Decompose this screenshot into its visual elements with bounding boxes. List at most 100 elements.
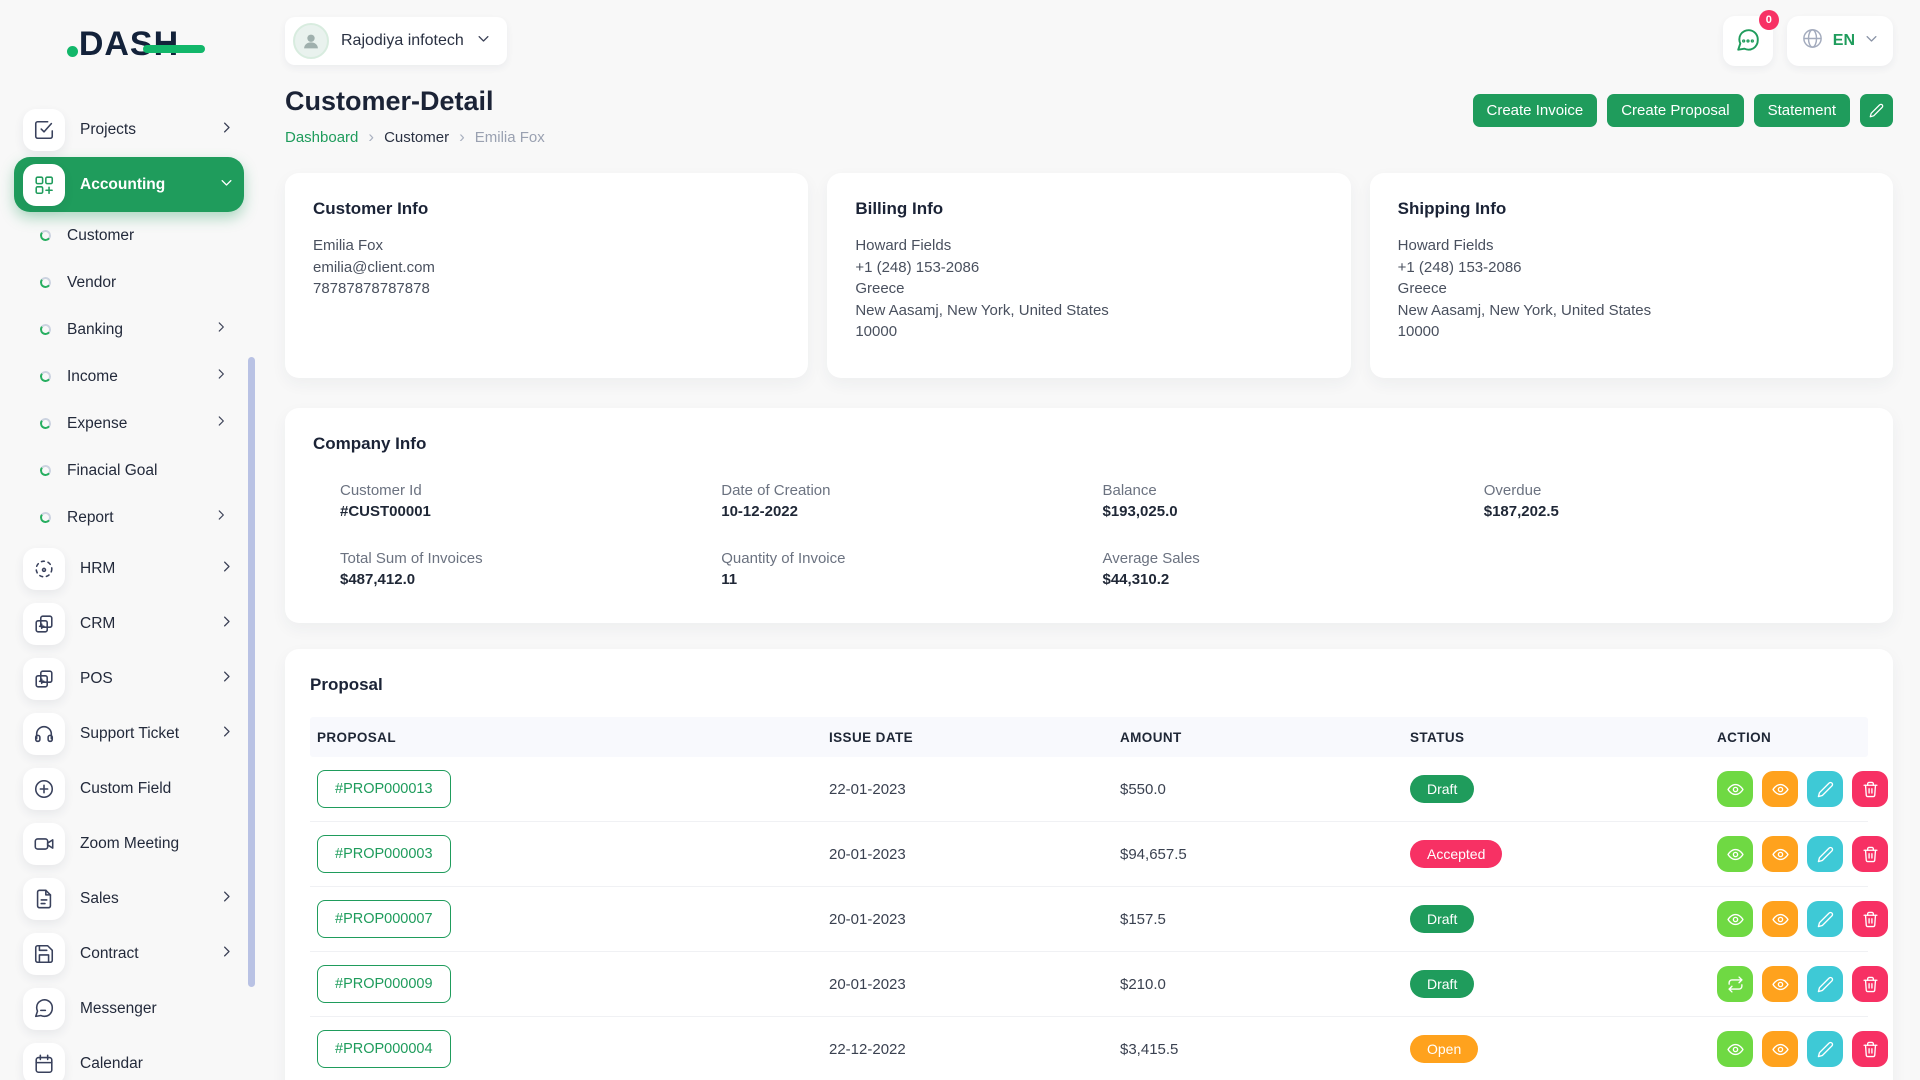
eye-action-button[interactable]: [1762, 901, 1798, 937]
sidebar-item[interactable]: POS: [14, 651, 244, 706]
sidebar-item[interactable]: Zoom Meeting: [14, 816, 244, 871]
sidebar-subitem[interactable]: Customer: [14, 212, 244, 259]
eye-action-button[interactable]: [1717, 771, 1753, 807]
breadcrumb-separator: ›: [459, 127, 465, 146]
checkbox-icon: [23, 108, 65, 151]
info-line: Emilia Fox: [313, 237, 384, 254]
eye-icon: [1772, 781, 1789, 798]
trash-icon: [1862, 911, 1879, 928]
create-invoice-button[interactable]: Create Invoice: [1472, 94, 1598, 127]
chevron-right-icon: [214, 414, 228, 433]
sidebar-subitem[interactable]: Finacial Goal: [14, 447, 244, 494]
pencil-action-button[interactable]: [1807, 836, 1843, 872]
sidebar-subitem-label: Vendor: [67, 273, 117, 291]
eye-action-button[interactable]: [1762, 836, 1798, 872]
eye-action-button[interactable]: [1717, 1031, 1753, 1067]
breadcrumb-item[interactable]: Customer: [384, 128, 450, 146]
trash-icon: [1862, 846, 1879, 863]
sidebar-subitem[interactable]: Banking: [14, 306, 244, 353]
customer-info-card: Customer Info Emilia Fox emilia@client.co…: [285, 173, 809, 378]
eye-action-button[interactable]: [1762, 966, 1798, 1002]
sidebar-item[interactable]: Calendar: [14, 1036, 244, 1080]
chevron-icon: [219, 120, 234, 140]
sidebar-item[interactable]: Accounting: [14, 157, 244, 212]
statement-button[interactable]: Statement: [1753, 94, 1850, 127]
pencil-action-button[interactable]: [1807, 901, 1843, 937]
field-label: Average Sales: [1102, 550, 1200, 567]
info-line: Howard Fields: [1397, 237, 1494, 254]
avatar: [293, 23, 329, 59]
sidebar-item[interactable]: Sales: [14, 871, 244, 926]
edit-customer-button[interactable]: [1860, 94, 1893, 127]
breadcrumb-separator: ›: [368, 127, 375, 146]
trash-icon: [1862, 976, 1879, 993]
breadcrumb-item[interactable]: Dashboard: [285, 128, 359, 146]
column-header: ISSUE DATE: [829, 729, 914, 745]
eye-icon: [1727, 846, 1744, 863]
proposal-id-button[interactable]: #PROP000003: [317, 835, 451, 873]
app-logo[interactable]: DASH: [0, 14, 258, 74]
table-row: #PROP000009 20-01-2023 $210.0 Draft: [310, 952, 1888, 1017]
sidebar: DASH Projects Accounting Customer Vendor…: [0, 0, 258, 1080]
card-title: Company Info: [313, 434, 427, 453]
create-proposal-button[interactable]: Create Proposal: [1607, 94, 1744, 127]
chevron-icon: [219, 669, 234, 689]
sidebar-item[interactable]: Projects: [14, 102, 244, 157]
row-actions: [1717, 836, 1888, 872]
info-line: +1 (248) 153-2086: [1397, 258, 1522, 276]
amount-cell: $210.0: [1120, 975, 1166, 993]
sidebar-item[interactable]: HRM: [14, 541, 244, 596]
sidebar-item[interactable]: Contract: [14, 926, 244, 981]
table-row: #PROP000003 20-01-2023 $94,657.5 Accepte…: [310, 822, 1888, 887]
sidebar-subitem[interactable]: Income: [14, 353, 244, 400]
eye-action-button[interactable]: [1762, 1031, 1798, 1067]
bullet-icon: [39, 370, 52, 383]
trash-action-button[interactable]: [1852, 836, 1888, 872]
proposal-id-button[interactable]: #PROP000009: [317, 965, 451, 1003]
sidebar-subitem-label: Income: [67, 367, 118, 385]
pencil-icon: [1817, 911, 1834, 928]
crm-icon: [23, 602, 65, 645]
info-line: 10000: [855, 323, 898, 340]
proposal-id-button[interactable]: #PROP000007: [317, 900, 451, 938]
language-selector[interactable]: EN: [1786, 16, 1893, 66]
pencil-action-button[interactable]: [1807, 966, 1843, 1002]
chevron-right-icon: [214, 508, 228, 527]
issue-date-cell: 22-12-2022: [829, 1040, 906, 1058]
proposal-id-button[interactable]: #PROP000013: [317, 770, 451, 808]
eye-action-button[interactable]: [1717, 901, 1753, 937]
trash-action-button[interactable]: [1852, 771, 1888, 807]
sidebar-item[interactable]: CRM: [14, 596, 244, 651]
chat-badge: 0: [1758, 10, 1779, 30]
sidebar-subitem[interactable]: Expense: [14, 400, 244, 447]
sidebar-item-label: POS: [80, 669, 113, 687]
sidebar-item[interactable]: Messenger: [14, 981, 244, 1036]
action-buttons-host: Create Invoice Create Proposal Statement: [1472, 94, 1850, 127]
breadcrumb: Dashboard › Customer › Emilia Fox: [285, 127, 545, 147]
sidebar-subitem[interactable]: Vendor: [14, 259, 244, 306]
eye-action-button[interactable]: [1717, 836, 1753, 872]
messages-button[interactable]: 0: [1722, 10, 1779, 66]
trash-action-button[interactable]: [1852, 1031, 1888, 1067]
trash-action-button[interactable]: [1852, 966, 1888, 1002]
chat-bubble-icon: [1735, 28, 1761, 54]
amount-cell: $550.0: [1120, 780, 1166, 798]
sidebar-subitem[interactable]: Report: [14, 494, 244, 541]
sidebar-item[interactable]: Custom Field: [14, 761, 244, 816]
sidebar-nav: Projects Accounting Customer Vendor Bank…: [0, 102, 258, 1080]
sidebar-item[interactable]: Support Ticket: [14, 706, 244, 761]
info-line: New Aasamj, New York, United States: [855, 301, 1109, 319]
trash-action-button[interactable]: [1852, 901, 1888, 937]
proposal-title: Proposal: [310, 675, 383, 694]
card-title: Shipping Info: [1397, 199, 1507, 218]
sidebar-scrollbar[interactable]: [248, 357, 255, 987]
logo-dash-accent: [143, 45, 205, 53]
proposal-id-button[interactable]: #PROP000004: [317, 1030, 451, 1068]
repeat-action-button[interactable]: [1717, 966, 1753, 1002]
issue-date-cell: 20-01-2023: [829, 975, 906, 993]
info-line: 78787878787878: [313, 280, 430, 297]
pencil-action-button[interactable]: [1807, 771, 1843, 807]
company-dropdown[interactable]: Rajodiya infotech: [285, 17, 507, 65]
eye-action-button[interactable]: [1762, 771, 1798, 807]
pencil-action-button[interactable]: [1807, 1031, 1843, 1067]
